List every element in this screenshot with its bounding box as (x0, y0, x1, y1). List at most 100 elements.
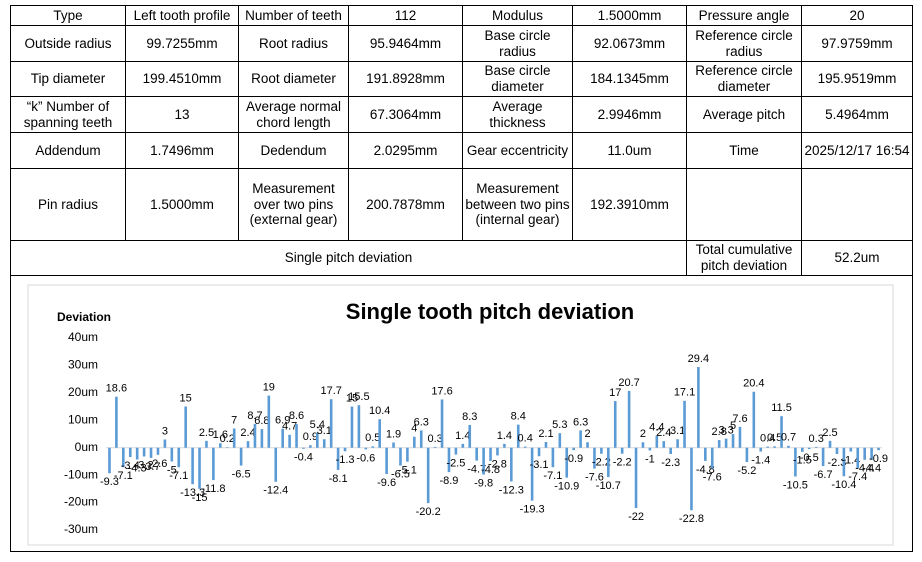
data-label: 1.4 (455, 430, 470, 442)
data-label: -2.3 (827, 457, 846, 469)
bar (787, 445, 790, 448)
data-label: 8.4 (511, 411, 526, 423)
data-label: -8.9 (439, 475, 458, 487)
bar (329, 399, 333, 448)
y-tick-label: 10um (68, 412, 98, 426)
data-label: -10.9 (554, 481, 579, 493)
bar (163, 439, 167, 448)
bar (579, 430, 582, 448)
bar (419, 430, 423, 448)
bar (627, 390, 631, 448)
bar (814, 446, 818, 448)
bar (544, 441, 548, 448)
data-label: 8.6 (289, 410, 304, 422)
bar (426, 447, 430, 504)
bar (343, 447, 347, 452)
data-label: 15 (180, 392, 192, 404)
bar (433, 446, 437, 448)
bar (108, 447, 111, 474)
bar (690, 447, 693, 511)
bar (288, 434, 291, 448)
chart-title: Single tooth pitch deviation (346, 299, 634, 324)
data-label: -4.8 (481, 464, 500, 476)
bar (863, 447, 866, 460)
data-label: -1.3 (336, 454, 355, 466)
bar (128, 447, 132, 458)
data-label: -2.3 (661, 457, 680, 469)
bar (676, 439, 679, 448)
bar (316, 432, 319, 448)
data-label: -0.9 (564, 453, 583, 465)
bar (828, 440, 832, 448)
data-label: 11.5 (771, 402, 792, 414)
data-label: 19 (263, 382, 275, 394)
bar (600, 447, 603, 454)
data-label: -0.6 (356, 452, 375, 464)
bar (593, 447, 596, 469)
bar (717, 440, 721, 448)
data-label: -2.8 (488, 458, 507, 470)
bar (572, 447, 575, 451)
data-label: 29.4 (688, 353, 709, 365)
data-label: -8.1 (329, 473, 348, 485)
data-label: -4.4 (855, 463, 874, 475)
cell: 2025/12/17 16:54 (801, 132, 913, 169)
cell: 92.0673mm (572, 25, 687, 62)
bar (440, 399, 444, 448)
data-label: -19.3 (520, 504, 545, 516)
data-label: -7.1 (169, 470, 188, 482)
data-label: -2.5 (446, 457, 465, 469)
data-label: 2 (640, 428, 646, 440)
bar (523, 446, 527, 448)
bar (295, 424, 298, 448)
data-label: 5 (730, 420, 736, 432)
data-label: 0.5 (767, 432, 782, 444)
bar (274, 447, 278, 482)
chart-area (27, 284, 894, 546)
data-label: -10.7 (596, 480, 621, 492)
data-label: 2.8 (712, 426, 727, 438)
bar (620, 447, 624, 454)
cell: Average pitch (686, 96, 802, 133)
data-label: -22.8 (679, 513, 704, 525)
y-tick-label: -10um (64, 467, 98, 481)
data-label: -7.1 (543, 470, 562, 482)
bar (697, 367, 700, 448)
data-label: 2.4 (656, 427, 671, 439)
cell: 200.7878mm (348, 168, 463, 241)
bar (856, 447, 860, 469)
data-label: 2.5 (822, 427, 837, 439)
data-label: -3.7 (142, 461, 161, 473)
data-label: 0.4 (760, 433, 775, 445)
bar (468, 424, 472, 448)
bar (135, 447, 139, 460)
bar (142, 447, 146, 457)
data-label: -7.1 (114, 470, 133, 482)
bar (773, 446, 776, 448)
bar (385, 447, 388, 475)
bar (156, 447, 160, 455)
bar (849, 447, 853, 452)
cell: 99.7255mm (125, 25, 239, 62)
data-label: 10.4 (369, 405, 390, 417)
data-label: 3.3 (718, 425, 733, 437)
cell: 199.4510mm (125, 61, 239, 97)
bar (475, 447, 478, 461)
bar (399, 447, 402, 466)
bar (870, 447, 873, 460)
bar (454, 447, 458, 455)
data-label: -0.9 (869, 453, 888, 465)
bar (267, 395, 271, 448)
bar (239, 447, 243, 466)
data-label: -11.8 (201, 483, 225, 495)
bar (191, 447, 194, 485)
cell: Total cumulative pitch deviation (686, 240, 802, 276)
data-label: -1 (645, 453, 655, 465)
bar (115, 396, 118, 448)
data-label: -5.2 (737, 465, 756, 477)
bar (184, 406, 187, 448)
data-label: -2.2 (613, 457, 632, 469)
data-label: 4.7 (282, 421, 297, 433)
bar (122, 447, 125, 468)
